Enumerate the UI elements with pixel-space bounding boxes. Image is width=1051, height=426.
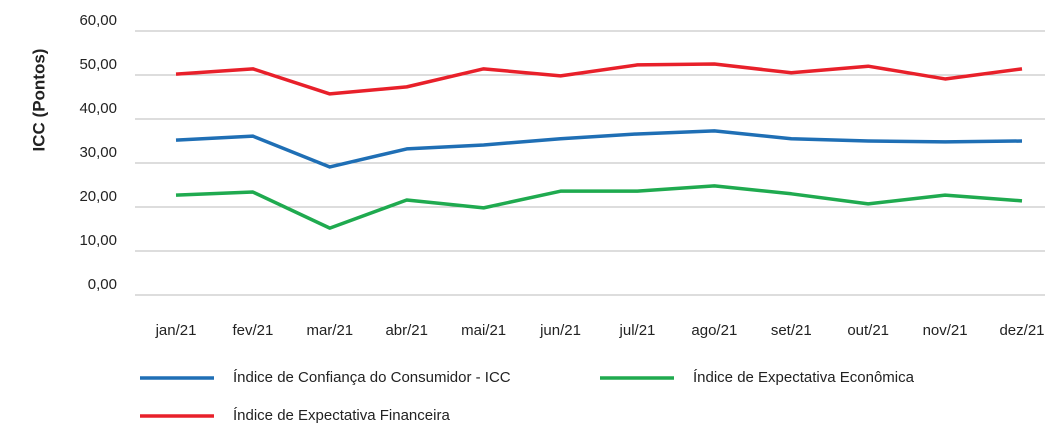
x-tick-label: jul/21 <box>619 322 656 339</box>
legend-label: Índice de Expectativa Financeira <box>233 407 450 424</box>
x-tick-label: jan/21 <box>155 322 197 339</box>
y-tick-label: 60,00 <box>79 12 117 29</box>
y-tick-label: 0,00 <box>88 276 117 293</box>
y-tick-label: 20,00 <box>79 188 117 205</box>
x-tick-label: mai/21 <box>461 322 506 339</box>
x-tick-label: dez/21 <box>999 322 1044 339</box>
y-tick-label: 40,00 <box>79 100 117 117</box>
x-tick-label: out/21 <box>847 322 889 339</box>
x-tick-label: set/21 <box>771 322 812 339</box>
legend-label: Índice de Expectativa Econômica <box>693 369 915 386</box>
x-tick-label: nov/21 <box>923 322 968 339</box>
y-axis-title: ICC (Pontos) <box>29 49 48 152</box>
x-tick-label: mar/21 <box>306 322 353 339</box>
x-tick-label: ago/21 <box>691 322 737 339</box>
data-line <box>175 184 1023 230</box>
x-tick-label: fev/21 <box>232 322 273 339</box>
data-line <box>175 129 1023 169</box>
x-tick-label: jun/21 <box>539 322 581 339</box>
y-tick-label: 30,00 <box>79 144 117 161</box>
legend-label: Índice de Confiança do Consumidor - ICC <box>233 369 511 386</box>
x-tick-label: abr/21 <box>385 322 428 339</box>
y-tick-label: 10,00 <box>79 232 117 249</box>
y-tick-label: 50,00 <box>79 56 117 73</box>
data-line <box>175 62 1023 96</box>
